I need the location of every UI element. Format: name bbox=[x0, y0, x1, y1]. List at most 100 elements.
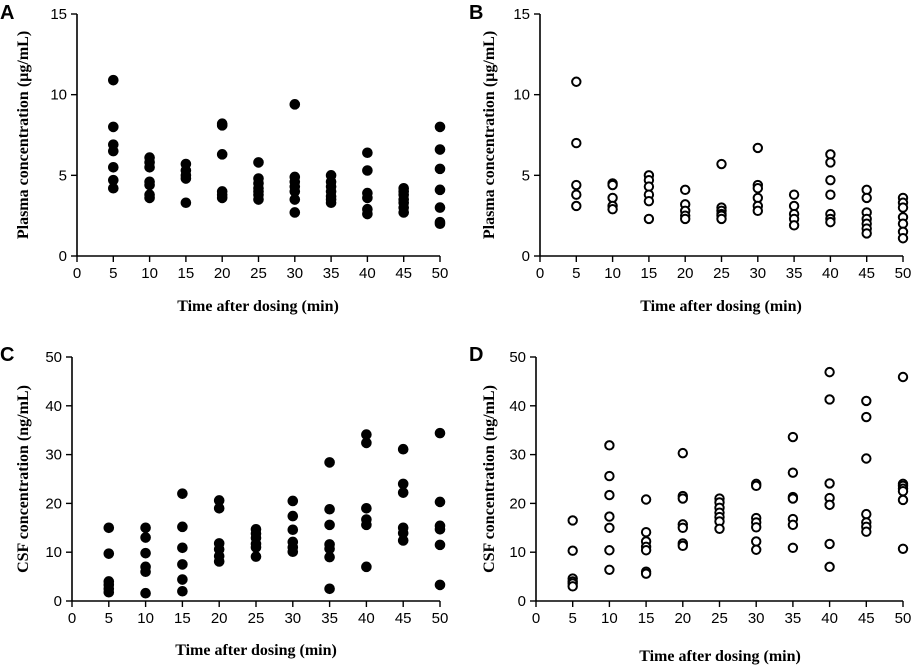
panel-b-point-x15-5 bbox=[643, 213, 655, 225]
panel-d-point-x35-3 bbox=[787, 493, 799, 504]
panel-b-point-x40-1 bbox=[825, 157, 836, 168]
panel-c-point-x15-5 bbox=[177, 585, 188, 597]
panel-d-x-title: Time after dosing (min) bbox=[639, 648, 801, 665]
panel-d-point-x45-6 bbox=[861, 526, 872, 537]
panel-b-x-title: Time after dosing (min) bbox=[640, 298, 802, 315]
panel-c-point-x40-5 bbox=[361, 561, 372, 573]
panel-b-point-x20-4 bbox=[680, 213, 691, 225]
panel-d-x-tick-label-30: 30 bbox=[748, 610, 765, 627]
panel-c-point-x20-5 bbox=[213, 556, 225, 567]
panel-b-x-tick-label-40: 40 bbox=[822, 265, 839, 282]
panel-d-x-tick-label-20: 20 bbox=[674, 610, 691, 627]
panel-d-points bbox=[567, 366, 909, 592]
panel-c-point-x20-1 bbox=[213, 502, 225, 514]
panel-a-point-x5-4 bbox=[108, 161, 119, 173]
panel-c-point-x35-2 bbox=[324, 519, 335, 531]
panel-b-point-x25-5 bbox=[716, 213, 727, 225]
panel-a-x-tick-label-50: 50 bbox=[432, 265, 449, 282]
panel-a-y-tick-label-5: 5 bbox=[59, 167, 67, 184]
panel-a-point-x5-1 bbox=[108, 121, 119, 133]
panel-c-point-x35-6 bbox=[324, 583, 335, 595]
panel-d-point-x15-0 bbox=[640, 494, 652, 505]
panel-b-point-x50-6 bbox=[897, 233, 909, 244]
panel-b-x-tick-label-25: 25 bbox=[713, 265, 730, 282]
panel-d-point-x45-1 bbox=[861, 411, 872, 423]
panel-d-point-x10-6 bbox=[604, 564, 615, 575]
panel-c-x-tick-label-10: 10 bbox=[137, 610, 154, 627]
panel-d-x-tick-label-25: 25 bbox=[711, 610, 728, 627]
panel-c-points bbox=[103, 427, 446, 599]
panel-c-point-x10-5 bbox=[140, 587, 151, 599]
panel-a-point-x40-0 bbox=[362, 147, 373, 159]
panel-a-point-x40-5 bbox=[362, 208, 373, 220]
panel-c-point-x25-5 bbox=[250, 551, 262, 562]
panel-a: A 0 5 10 15 20 25 30 35 40 45 50 0 5 10 15 Time after… bbox=[0, 2, 448, 315]
panel-d-x-tick-label-45: 45 bbox=[858, 610, 875, 627]
panel-c-point-x15-0 bbox=[177, 488, 188, 499]
panel-b-x-tick-label-50: 50 bbox=[895, 265, 912, 282]
panel-c-x-tick-label-25: 25 bbox=[248, 610, 265, 627]
panel-a-point-x10-2 bbox=[144, 161, 155, 173]
panel-a-letter: A bbox=[0, 2, 14, 24]
panel-d-x-tick-label-0: 0 bbox=[532, 610, 540, 627]
panel-c-point-x10-0 bbox=[140, 522, 151, 534]
panel-d-point-x20-6 bbox=[677, 540, 688, 552]
panel-a-point-x30-0 bbox=[289, 99, 301, 110]
panel-d-point-x50-5 bbox=[897, 494, 909, 506]
panel-b-point-x45-6 bbox=[861, 228, 872, 239]
panel-b-x-tick-label-15: 15 bbox=[641, 265, 658, 282]
panel-b-point-x5-1 bbox=[571, 137, 582, 149]
panel-c-point-x40-2 bbox=[361, 502, 372, 514]
panel-b: B 0 5 10 15 20 25 30 35 40 45 50 0 5 10 15 Time after… bbox=[469, 2, 911, 315]
panel-c-x-tick-label-40: 40 bbox=[358, 610, 375, 627]
panel-d-point-x50-4 bbox=[897, 486, 909, 497]
panel-c-point-x40-4 bbox=[361, 519, 372, 531]
panel-c-point-x40-1 bbox=[361, 437, 372, 449]
panel-d-point-x15-4 bbox=[640, 545, 652, 556]
panel-d-point-x30-5 bbox=[751, 536, 762, 547]
panel-c-x-tick-label-50: 50 bbox=[432, 610, 449, 627]
panel-b-x-tick-label-20: 20 bbox=[677, 265, 694, 282]
panel-d-y-tick-label-10: 10 bbox=[509, 544, 526, 561]
panel-d-point-x45-0 bbox=[861, 395, 872, 407]
panel-d-point-x10-4 bbox=[604, 522, 615, 533]
panel-a-point-x15-3 bbox=[180, 173, 192, 184]
panel-c-point-x5-5 bbox=[103, 586, 115, 598]
panel-d-x-tick-label-10: 10 bbox=[601, 610, 618, 627]
panel-a-point-x5-6 bbox=[108, 182, 119, 194]
panel-b-y-tick-label-0: 0 bbox=[522, 248, 530, 265]
panel-a-point-x20-2 bbox=[216, 149, 228, 160]
panel-a-x-tick-label-15: 15 bbox=[178, 265, 195, 282]
panel-d-point-x10-5 bbox=[604, 545, 615, 556]
panel-c-point-x10-1 bbox=[140, 532, 151, 543]
panel-d-point-x15-6 bbox=[640, 568, 652, 579]
panel-d-point-x40-6 bbox=[824, 561, 835, 573]
panel-c-point-x45-2 bbox=[397, 487, 409, 498]
panel-d-point-x50-0 bbox=[897, 371, 909, 383]
panel-b-points bbox=[571, 76, 909, 244]
panel-a-point-x50-2 bbox=[434, 163, 446, 175]
panel-d-point-x30-4 bbox=[751, 522, 762, 533]
panel-d-letter: D bbox=[469, 344, 483, 366]
panel-d-point-x45-3 bbox=[861, 508, 872, 520]
panel-b-point-x35-0 bbox=[788, 189, 800, 200]
panel-d-point-x40-5 bbox=[824, 538, 835, 550]
panel-c-point-x35-0 bbox=[324, 457, 335, 468]
panel-c-x-tick-label-35: 35 bbox=[321, 610, 338, 627]
panel-c-point-x30-1 bbox=[287, 510, 299, 522]
panel-d-point-x40-0 bbox=[824, 366, 835, 378]
panel-d-point-x25-6 bbox=[714, 523, 725, 534]
panel-a-x-tick-label-30: 30 bbox=[286, 265, 303, 282]
panel-c-point-x30-5 bbox=[287, 546, 299, 558]
panel-d-point-x40-2 bbox=[824, 478, 835, 489]
panel-a-points bbox=[108, 74, 446, 230]
panel-b-point-x5-3 bbox=[571, 189, 582, 200]
panel-d-point-x30-1 bbox=[751, 480, 762, 492]
panel-c-point-x15-4 bbox=[177, 574, 188, 585]
panel-a-x-tick-label-45: 45 bbox=[395, 265, 412, 282]
panel-d-y-tick-label-0: 0 bbox=[518, 593, 526, 610]
panel-d-x-tick-label-5: 5 bbox=[569, 610, 577, 627]
panel-c-y-tick-label-40: 40 bbox=[45, 398, 62, 415]
panel-c-point-x45-1 bbox=[397, 478, 409, 490]
panel-b-point-x5-4 bbox=[571, 200, 582, 212]
